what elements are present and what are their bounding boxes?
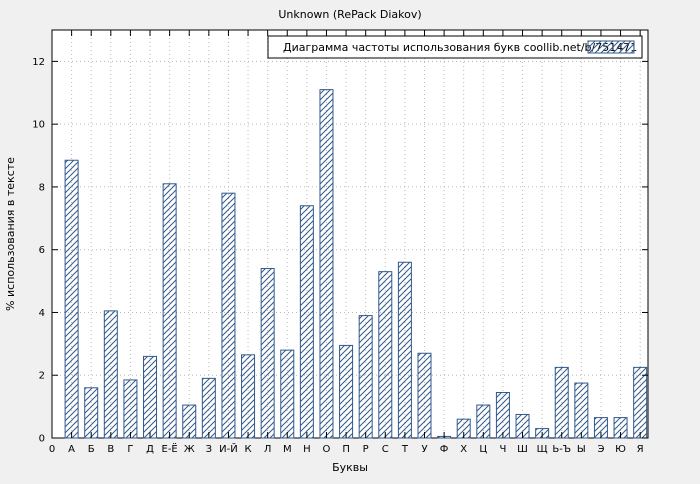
- bar-М: [280, 349, 295, 439]
- x-tick-label: А: [68, 444, 75, 455]
- x-tick-label: Л: [264, 444, 272, 455]
- y-tick-label: 8: [39, 182, 45, 193]
- x-tick-label: Х: [460, 444, 467, 455]
- x-tick-label: Б: [88, 444, 95, 455]
- axis-layer: 0 2 4 6 8 10 12 А Б В Г Д Е-Ё Ж З И-Й К Л М Н О П Р С Т У Ф Х Ц Ч Ш Щ Ь-…: [32, 30, 648, 455]
- x-tick-label: Щ: [537, 444, 548, 455]
- x-tick-label: Г: [127, 444, 133, 455]
- y-axis-label: % использования в тексте: [4, 157, 17, 311]
- x-tick-label: У: [421, 444, 427, 455]
- x-tick-label: Я: [637, 444, 644, 455]
- x-tick-label: Д: [146, 444, 154, 455]
- x-tick-label: Т: [401, 444, 409, 455]
- bars-layer: [64, 89, 648, 439]
- x-tick-label: Н: [303, 444, 311, 455]
- y-tick-label: 2: [39, 371, 45, 382]
- bar-О: [319, 89, 334, 439]
- x-tick-label: Ч: [499, 444, 506, 455]
- legend-box: [267, 35, 643, 59]
- x-tick-label: З: [206, 444, 212, 455]
- x-tick-label: И-Й: [219, 442, 238, 455]
- chart-title: Unknown (RePack Diakov): [278, 8, 421, 21]
- bar-Л: [260, 268, 275, 439]
- bar-С: [378, 271, 393, 439]
- bar-З: [201, 377, 216, 439]
- y-tick-label: 6: [39, 245, 45, 256]
- bar-Н: [299, 205, 314, 439]
- bar-У: [417, 352, 432, 439]
- legend-swatch: [587, 40, 635, 54]
- legend-label: Диаграмма частоты использования букв coo…: [283, 41, 637, 54]
- x-tick-label: Ш: [517, 444, 528, 455]
- bar-А: [64, 159, 79, 439]
- x-axis-label: Буквы: [332, 461, 368, 474]
- y-tick-label: 0: [39, 434, 45, 445]
- bar-Г: [123, 379, 138, 439]
- bar-В: [103, 310, 118, 439]
- x-tick-label: В: [107, 444, 114, 455]
- x-origin-label: 0: [49, 444, 55, 455]
- x-tick-label: М: [283, 444, 292, 455]
- y-tick-label: 12: [32, 57, 45, 68]
- x-tick-label: Е-Ё: [162, 442, 178, 455]
- y-tick-label: 10: [32, 120, 45, 131]
- x-tick-label: Ф: [440, 444, 449, 455]
- x-tick-label: П: [342, 444, 350, 455]
- bar-П: [339, 344, 354, 439]
- bar-Ч: [495, 391, 510, 439]
- x-tick-label: Э: [597, 444, 604, 455]
- y-tick-label: 4: [39, 308, 45, 319]
- x-tick-label: Р: [363, 444, 369, 455]
- legend: Диаграмма частоты использования букв coo…: [267, 35, 643, 59]
- x-tick-label: Ц: [479, 444, 487, 455]
- bar-К: [241, 354, 256, 439]
- x-tick-label: Ы: [577, 444, 586, 455]
- x-tick-label: К: [244, 444, 251, 455]
- bar-Д: [143, 355, 158, 439]
- bar-Т: [397, 261, 412, 439]
- x-tick-label: О: [323, 444, 331, 455]
- bar-Ь-Ъ: [554, 366, 569, 439]
- x-tick-label: Ж: [184, 444, 195, 455]
- bar-Я: [633, 366, 648, 439]
- x-tick-label: С: [382, 444, 389, 455]
- bar-Р: [358, 315, 373, 439]
- x-tick-label: Ь-Ъ: [552, 444, 571, 455]
- bar-Б: [84, 387, 99, 439]
- bar-Е-Ё: [162, 183, 177, 439]
- bar-Ы: [574, 382, 589, 439]
- bar-И-Й: [221, 192, 236, 439]
- x-tick-label: Ю: [615, 444, 626, 455]
